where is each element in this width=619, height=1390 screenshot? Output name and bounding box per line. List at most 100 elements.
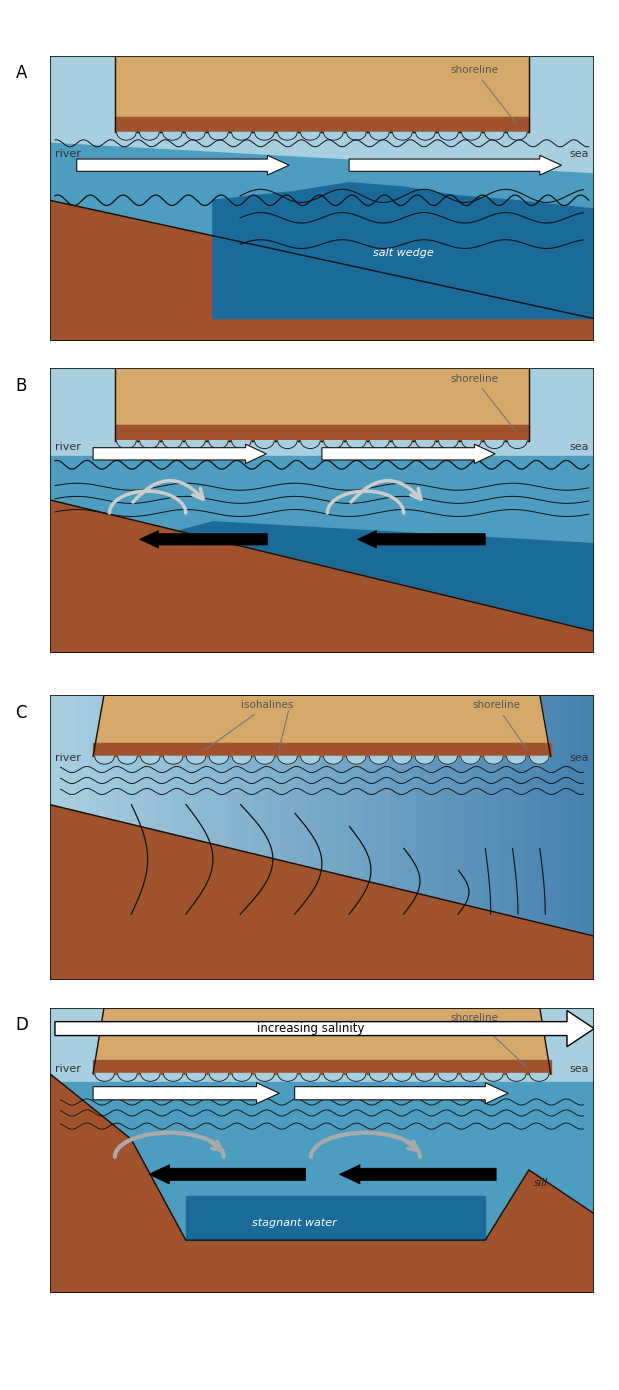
Polygon shape	[50, 521, 594, 653]
FancyArrow shape	[295, 1083, 508, 1104]
Polygon shape	[349, 695, 365, 980]
Polygon shape	[301, 441, 320, 449]
Polygon shape	[415, 1073, 435, 1081]
Text: www.alamy.com: www.alamy.com	[384, 1376, 462, 1387]
Polygon shape	[370, 441, 389, 449]
FancyArrow shape	[93, 1083, 279, 1104]
Polygon shape	[461, 756, 480, 765]
Polygon shape	[186, 1197, 485, 1240]
Polygon shape	[392, 441, 412, 449]
Polygon shape	[93, 1061, 551, 1073]
Polygon shape	[363, 695, 379, 980]
Text: D: D	[15, 1016, 28, 1034]
Polygon shape	[322, 695, 338, 980]
Polygon shape	[278, 756, 297, 765]
Polygon shape	[172, 695, 188, 980]
Polygon shape	[540, 695, 556, 980]
Polygon shape	[90, 695, 106, 980]
Polygon shape	[255, 756, 274, 765]
Polygon shape	[526, 695, 542, 980]
Text: C: C	[15, 703, 27, 721]
Text: sea: sea	[569, 753, 589, 763]
Polygon shape	[567, 695, 583, 980]
Polygon shape	[255, 1073, 274, 1081]
Text: river: river	[55, 753, 81, 763]
Polygon shape	[232, 132, 251, 140]
Polygon shape	[115, 425, 529, 441]
Polygon shape	[370, 756, 389, 765]
Polygon shape	[324, 132, 343, 140]
Polygon shape	[324, 756, 343, 765]
Polygon shape	[115, 368, 529, 441]
Text: stagnant water: stagnant water	[253, 1218, 337, 1227]
Polygon shape	[458, 695, 474, 980]
Polygon shape	[392, 132, 412, 140]
Text: shoreline: shoreline	[472, 701, 527, 749]
Polygon shape	[232, 756, 251, 765]
Polygon shape	[209, 1073, 228, 1081]
Polygon shape	[347, 132, 366, 140]
Text: river: river	[55, 149, 81, 158]
Polygon shape	[277, 441, 297, 449]
Polygon shape	[141, 1073, 160, 1081]
FancyArrow shape	[322, 445, 495, 463]
Polygon shape	[581, 695, 597, 980]
Polygon shape	[95, 1073, 115, 1081]
Polygon shape	[278, 1073, 297, 1081]
Polygon shape	[308, 695, 324, 980]
Polygon shape	[63, 695, 79, 980]
Polygon shape	[131, 695, 147, 980]
Polygon shape	[50, 500, 594, 653]
Polygon shape	[254, 695, 270, 980]
Polygon shape	[472, 695, 488, 980]
Polygon shape	[213, 182, 594, 318]
Polygon shape	[93, 744, 551, 756]
Polygon shape	[529, 1073, 549, 1081]
Polygon shape	[163, 441, 182, 449]
Polygon shape	[104, 695, 120, 980]
Polygon shape	[404, 695, 420, 980]
Polygon shape	[485, 441, 504, 449]
Polygon shape	[93, 1008, 551, 1073]
Polygon shape	[50, 1073, 594, 1293]
Polygon shape	[267, 695, 284, 980]
Polygon shape	[116, 132, 136, 140]
Polygon shape	[232, 1073, 251, 1081]
Polygon shape	[50, 200, 594, 341]
Text: sea: sea	[569, 1063, 589, 1073]
Text: isohalines: isohalines	[204, 701, 293, 751]
Polygon shape	[370, 1073, 389, 1081]
Polygon shape	[232, 441, 251, 449]
Polygon shape	[186, 695, 202, 980]
Polygon shape	[295, 695, 311, 980]
Polygon shape	[118, 756, 137, 765]
Polygon shape	[213, 695, 229, 980]
Polygon shape	[513, 695, 529, 980]
Polygon shape	[370, 132, 389, 140]
Text: Image: BB440D: Image: BB440D	[384, 1359, 460, 1371]
Polygon shape	[77, 695, 93, 980]
Polygon shape	[485, 132, 504, 140]
Text: river: river	[55, 1063, 81, 1073]
Polygon shape	[277, 132, 297, 140]
Polygon shape	[461, 1073, 480, 1081]
Text: shoreline: shoreline	[451, 1013, 527, 1068]
Polygon shape	[141, 756, 160, 765]
Text: sill: sill	[534, 1179, 548, 1188]
Polygon shape	[506, 756, 526, 765]
Polygon shape	[462, 441, 481, 449]
Polygon shape	[163, 1073, 183, 1081]
Polygon shape	[227, 695, 243, 980]
FancyArrow shape	[149, 1165, 306, 1184]
FancyArrow shape	[349, 156, 561, 175]
Polygon shape	[281, 695, 297, 980]
Polygon shape	[324, 441, 343, 449]
Polygon shape	[209, 132, 228, 140]
Text: river: river	[55, 442, 81, 452]
FancyArrow shape	[339, 1165, 496, 1184]
Polygon shape	[376, 695, 392, 980]
Polygon shape	[506, 1073, 526, 1081]
Polygon shape	[438, 1073, 457, 1081]
FancyArrow shape	[93, 445, 266, 463]
Text: A: A	[15, 64, 27, 82]
